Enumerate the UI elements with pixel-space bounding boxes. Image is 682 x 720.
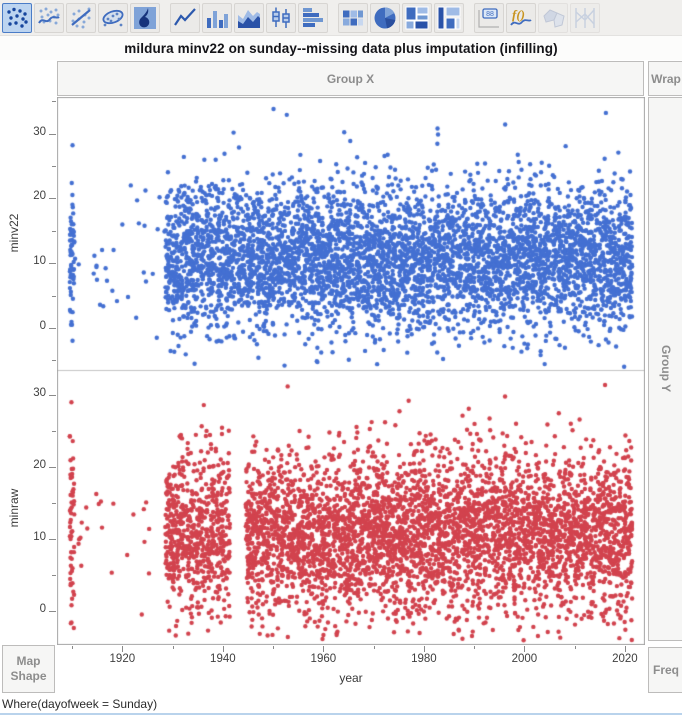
x-axis-minor-tick (474, 646, 476, 649)
y-axis-tick-label: 10 (33, 530, 46, 543)
svg-text:88: 88 (486, 11, 494, 18)
y-axis-title-bottom[interactable]: minraw (7, 488, 21, 528)
y-axis-tick-label: 30 (33, 387, 46, 400)
line-of-fit-icon[interactable] (66, 2, 96, 33)
svg-text:f(): f() (512, 7, 525, 22)
y-axis-tick (49, 538, 56, 540)
x-axis-minor-tick (273, 646, 275, 649)
x-axis-tick (122, 646, 124, 652)
toolbar-group-lines (170, 2, 328, 33)
points-icon[interactable] (2, 2, 32, 33)
drop-zone-wrap-label: Wrap (651, 71, 681, 86)
y-axis-minor-tick (52, 502, 56, 504)
panel-minraw[interactable] (57, 372, 645, 645)
histogram-icon[interactable] (298, 2, 328, 33)
x-axis-minor-tick (72, 646, 74, 649)
graph-title: mildura minv22 on sunday--missing data p… (0, 36, 682, 60)
x-axis-tick-label: 1980 (411, 653, 437, 665)
toolbar-group-misc: 88 f() (474, 2, 600, 33)
y-axis-minor-tick (52, 295, 56, 297)
y-axis-tick (49, 395, 56, 397)
y-axis-tick-label: 30 (33, 125, 46, 138)
box-plot-icon[interactable] (266, 2, 296, 33)
x-axis-tick-label: 1960 (310, 653, 337, 665)
x-axis-tick-label: 2020 (612, 653, 638, 665)
heatmap-icon[interactable] (338, 2, 368, 33)
x-axis-tick-label: 2000 (511, 653, 538, 665)
y-axis-minor-tick (52, 230, 56, 232)
pie-icon[interactable] (370, 2, 400, 33)
drop-zone-map-shape-label-1: Map (16, 654, 41, 668)
status-bar-rule (0, 713, 682, 715)
scatter-plot-canvas[interactable] (57, 97, 645, 645)
ellipse-icon[interactable] (98, 2, 128, 33)
x-axis-tick (222, 646, 224, 652)
bar-icon[interactable] (202, 2, 232, 33)
drop-zone-map-shape-label-2: Shape (10, 669, 47, 683)
smoother-icon[interactable] (34, 2, 64, 33)
y-axis-tick (49, 263, 56, 265)
y-axis-tick (49, 466, 56, 468)
y-axis-minor-tick (52, 431, 56, 432)
where-clause-text: Where(dayofweek = Sunday) (2, 696, 158, 711)
mosaic-icon[interactable] (434, 2, 464, 33)
y-axis-tick-label: 20 (33, 458, 46, 471)
y-axis-tick-label: 0 (39, 319, 46, 332)
x-axis-minor-tick (172, 646, 174, 649)
x-axis-title[interactable]: year (339, 671, 363, 685)
x-axis-tick-label: 1940 (210, 653, 236, 665)
x-axis-tick (423, 646, 425, 652)
x-axis-minor-tick (574, 646, 576, 649)
y-axis-tick (49, 327, 56, 329)
toolbar-group-areas (338, 2, 464, 33)
parallel-plot-icon (570, 2, 600, 33)
y-axis-tick (49, 133, 56, 135)
element-type-toolbar: 88 f() (0, 0, 682, 36)
y-axis-tick (49, 610, 56, 612)
status-bar: Where(dayofweek = Sunday) (0, 695, 682, 712)
scatter-plot-area (57, 97, 645, 645)
x-axis-tick (524, 646, 526, 652)
x-axis-minor-tick (373, 646, 375, 649)
x-axis-tick (323, 646, 325, 652)
drop-zone-freq[interactable]: Freq (648, 647, 682, 693)
drop-zone-group-y[interactable]: Group Y (648, 97, 682, 641)
y-axis-tick-label: 20 (33, 190, 46, 203)
y-axis-tick-label: 10 (33, 255, 46, 268)
drop-zone-wrap[interactable]: Wrap (648, 61, 682, 96)
map-shapes-icon (538, 2, 568, 33)
toolbar-group-points (2, 2, 160, 33)
drop-zone-group-x[interactable]: Group X (57, 61, 644, 96)
y-axis-minor-tick (52, 574, 56, 576)
x-axis-tick (624, 646, 626, 652)
drop-zone-map-shape[interactable]: Map Shape (2, 645, 55, 693)
drop-zone-freq-label: Freq (652, 663, 679, 677)
y-axis-minor-tick (52, 101, 56, 103)
drop-zone-group-y-label: Group Y (659, 345, 673, 393)
line-icon[interactable] (170, 2, 200, 33)
y-axis-title-top[interactable]: minv22 (7, 213, 21, 253)
y-axis-minor-tick (52, 360, 56, 362)
treemap-icon[interactable] (402, 2, 432, 33)
formula-icon[interactable]: f() (506, 2, 536, 33)
area-icon[interactable] (234, 2, 264, 33)
drop-zone-group-x-label: Group X (326, 71, 375, 86)
panel-minv22[interactable] (57, 97, 645, 370)
x-axis-tick-label: 1920 (109, 653, 136, 665)
y-axis-minor-tick (52, 166, 56, 167)
caption-box-icon[interactable]: 88 (474, 2, 504, 33)
y-axis-tick-label: 0 (39, 602, 46, 615)
contour-icon[interactable] (130, 2, 160, 33)
y-axis-tick (49, 198, 56, 200)
